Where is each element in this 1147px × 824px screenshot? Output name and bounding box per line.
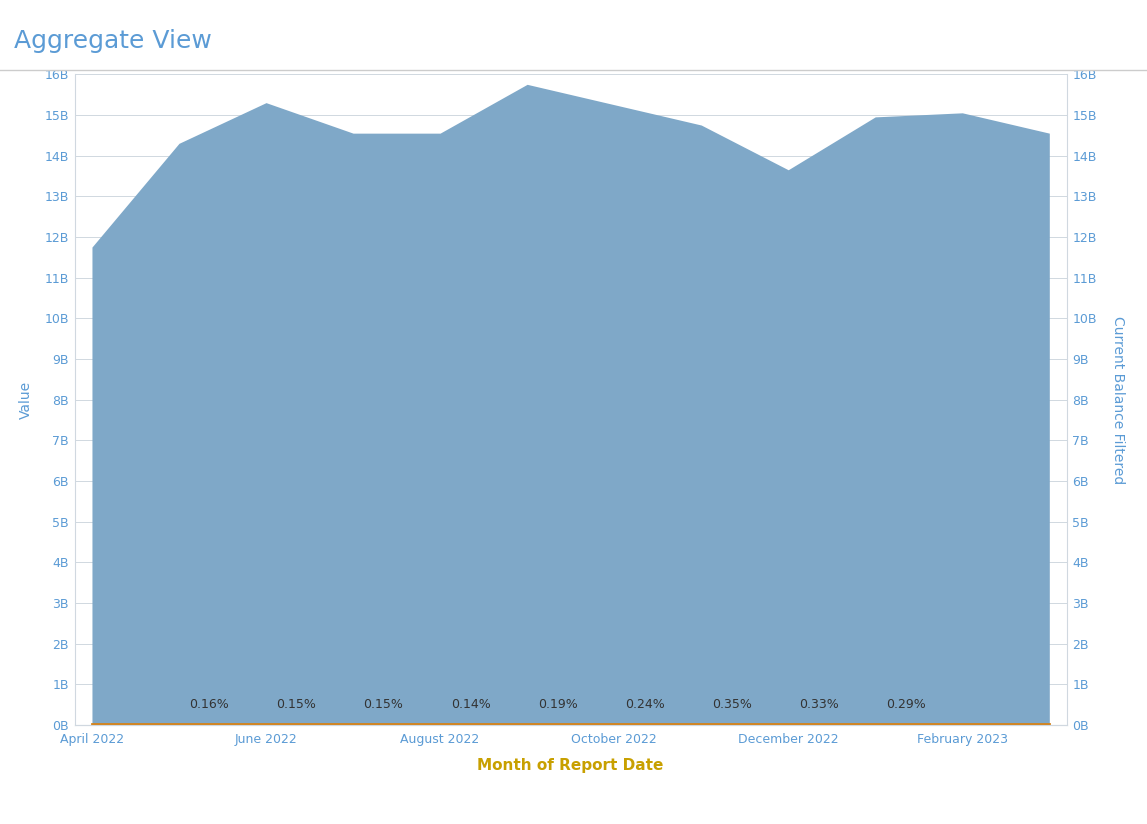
Text: 0.15%: 0.15% — [364, 698, 404, 711]
Y-axis label: Current Balance Filtered: Current Balance Filtered — [1110, 316, 1125, 484]
X-axis label: Month of Report Date: Month of Report Date — [477, 757, 664, 773]
Text: 0.33%: 0.33% — [798, 698, 838, 711]
Text: 0.29%: 0.29% — [885, 698, 926, 711]
Text: 0.15%: 0.15% — [276, 698, 317, 711]
Text: 0.24%: 0.24% — [625, 698, 664, 711]
Y-axis label: Value: Value — [19, 381, 33, 419]
Text: 0.16%: 0.16% — [189, 698, 229, 711]
Text: 0.35%: 0.35% — [711, 698, 751, 711]
Text: Aggregate View: Aggregate View — [14, 29, 212, 53]
Text: 0.14%: 0.14% — [451, 698, 491, 711]
Text: 0.19%: 0.19% — [538, 698, 577, 711]
